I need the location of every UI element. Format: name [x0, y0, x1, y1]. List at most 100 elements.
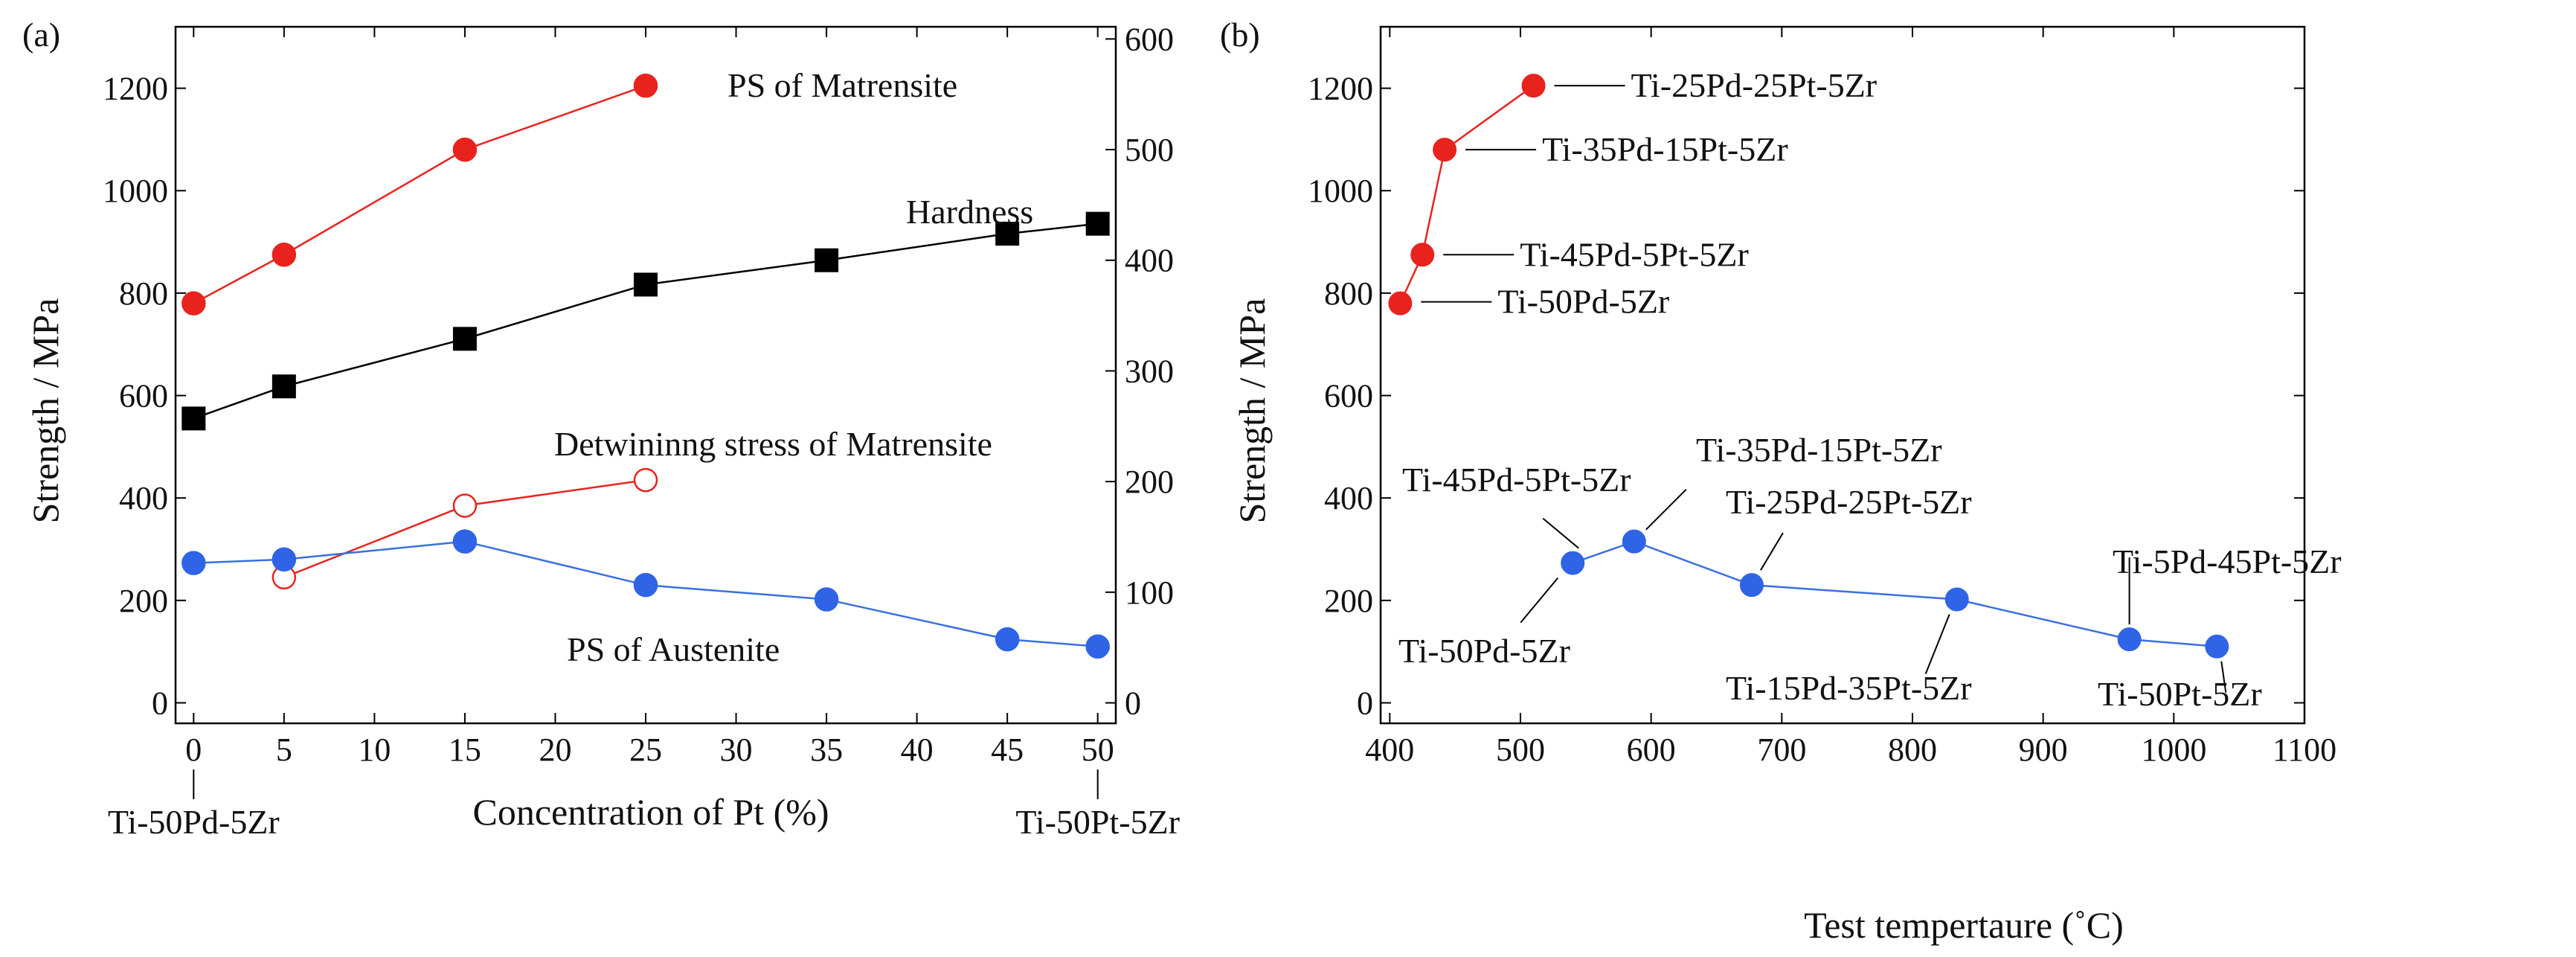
panel-a-data-point — [814, 587, 839, 612]
panel-a-x-tick-label: 40 — [901, 732, 934, 768]
panel-a-data-point — [995, 222, 1020, 246]
panel-b-y-tick-label: 600 — [1324, 378, 1373, 415]
panel-b-y-tick-label: 400 — [1324, 480, 1373, 516]
panel-b-data-point — [1521, 74, 1546, 98]
panel-a-x-tick-label: 5 — [276, 732, 292, 768]
panel-b-x-tick-label: 900 — [2019, 732, 2068, 768]
panel-b-blue-point-label: Ti-5Pd-45Pt-5Zr — [2113, 542, 2342, 580]
panel-b-red-point-label: Ti-25Pd-25Pt-5Zr — [1631, 66, 1878, 104]
panel-a-data-point — [182, 551, 206, 575]
panel-b-red-point-label: Ti-50Pd-5Zr — [1497, 283, 1669, 321]
panel-a-x-tick-label: 15 — [449, 732, 481, 768]
panel-a-data-point — [452, 137, 478, 162]
panel-a-data-point — [272, 374, 296, 399]
panel-b-y-tick-label: 1200 — [1308, 71, 1373, 107]
panel-b-x-tick-label: 500 — [1496, 732, 1545, 768]
panel-b-y-axis-title: Strength / MPa — [1231, 298, 1273, 524]
panel-b-chart: (b) Strength / MPa Test tempertaure (˚C)… — [1220, 16, 2342, 946]
panel-a-x-axis-title: Concentration of Pt (%) — [472, 791, 829, 833]
panel-a-y2-tick-label: 500 — [1125, 132, 1174, 168]
panel-b-x-tick-label: 1000 — [2141, 732, 2206, 768]
panel-a-x-tick-label: 0 — [185, 732, 202, 768]
panel-a-bottom-label: Ti-50Pd-5Zr — [108, 803, 280, 841]
panel-a-data-point — [634, 272, 658, 297]
panel-a-x-tick-label: 25 — [629, 732, 662, 768]
panel-b-blue-point-label: Ti-50Pt-5Zr — [2098, 675, 2262, 713]
panel-a-data-point — [995, 627, 1020, 652]
panel-a-y-tick-label: 600 — [119, 378, 168, 415]
panel-b-x-tick-label: 600 — [1627, 732, 1676, 768]
panel-b-data-point — [1433, 138, 1457, 162]
panel-a-x-tick-label: 50 — [1082, 732, 1114, 768]
panel-a-y2-tick-label: 100 — [1125, 574, 1174, 611]
panel-a-x-tick-label: 35 — [810, 732, 843, 768]
panel-a-y-tick-label: 1200 — [103, 71, 168, 107]
panel-a-data-point — [272, 547, 297, 572]
panel-a-data-point — [272, 243, 297, 267]
panel-a-series-line — [193, 223, 1098, 420]
panel-a-annotation-ps-austenite: PS of Austenite — [567, 630, 780, 668]
panel-a-bottom-label: Ti-50Pt-5Zr — [1015, 803, 1180, 841]
panel-a-axes-frame — [174, 25, 1117, 725]
panel-b-red-point-label: Ti-45Pd-5Pt-5Zr — [1520, 235, 1749, 273]
panel-b-blue-point-label: Ti-45Pd-5Pt-5Zr — [1402, 461, 1631, 499]
panel-a-x-tick-label: 45 — [991, 732, 1024, 768]
panel-a-data-point — [815, 248, 839, 272]
panel-b-blue-label-leader — [1645, 488, 1687, 531]
panel-a-y2-tick-label: 300 — [1125, 353, 1174, 389]
panel-b-data-point — [1622, 529, 1646, 554]
panel-a-chart: (a) Strength / MPa Concentration of Pt (… — [22, 16, 1180, 841]
panel-a-y-tick-label: 1000 — [103, 173, 168, 209]
panel-b-y-tick-label: 1000 — [1308, 173, 1373, 209]
panel-b-blue-point-label: Ti-25Pd-25Pt-5Zr — [1726, 483, 1972, 521]
panel-b-data-point — [2205, 634, 2229, 659]
panel-a-y-tick-label: 0 — [152, 685, 168, 721]
panel-a-data-point — [452, 529, 478, 554]
panel-b-x-axis-title: Test tempertaure (˚C) — [1804, 904, 2124, 946]
panel-b-label: (b) — [1220, 16, 1260, 54]
panel-a-y-tick-label: 400 — [119, 480, 168, 516]
panel-a-data-point — [182, 406, 206, 431]
panel-b-data-point — [1388, 291, 1413, 316]
panel-a-label: (a) — [22, 16, 60, 54]
panel-b-blue-label-leader — [2220, 661, 2227, 693]
panel-a-y2-tick-label: 0 — [1125, 685, 1141, 721]
panel-b-data-point — [1561, 551, 1585, 575]
panel-b-data-point — [1410, 243, 1435, 267]
panel-a-data-point — [452, 493, 478, 518]
panel-a-annotation-hardness: Hardness — [906, 193, 1033, 231]
panel-a-y-tick-label: 200 — [119, 583, 168, 619]
panel-b-x-tick-label: 1100 — [2273, 732, 2336, 768]
panel-b-series-line — [1399, 85, 1535, 304]
panel-a-y-tick-label: 800 — [119, 275, 168, 312]
panel-b-y-tick-label: 200 — [1324, 583, 1373, 619]
panel-a-x-tick-label: 10 — [358, 732, 391, 768]
panel-b-blue-label-leader — [1924, 614, 1950, 674]
panel-a-data-point — [1085, 211, 1110, 236]
panel-b-x-tick-label: 800 — [1888, 732, 1937, 768]
panel-a-y2-tick-label: 200 — [1125, 464, 1174, 500]
panel-a-y-axis-title: Strength / MPa — [25, 298, 66, 524]
panel-a-data-point — [452, 327, 477, 351]
panel-b-x-tick-label: 400 — [1365, 732, 1414, 768]
panel-b-data-point — [1739, 573, 1764, 598]
panel-a-data-point — [633, 73, 658, 98]
panel-b-blue-point-label: Ti-50Pd-5Zr — [1398, 632, 1570, 670]
panel-a-data-point — [633, 467, 658, 493]
panel-a-annotation-detwinning: Detwininng stress of Matrensite — [554, 425, 992, 463]
panel-b-blue-label-leader — [1542, 517, 1579, 549]
panel-a-x-tick-label: 30 — [720, 732, 753, 768]
panel-b-blue-point-label: Ti-35Pd-15Pt-5Zr — [1696, 431, 1942, 469]
panel-b-y-tick-label: 0 — [1357, 685, 1373, 721]
panel-b-data-point — [2117, 627, 2142, 652]
panel-b-blue-label-leader — [1520, 577, 1559, 624]
panel-a-x-tick-label: 20 — [539, 732, 571, 768]
panel-b-blue-point-label: Ti-15Pd-35Pt-5Zr — [1726, 669, 1972, 707]
panel-a-annotation-ps-martensite: PS of Matrensite — [727, 66, 957, 104]
panel-a-data-point — [633, 572, 658, 598]
panel-b-axes-frame — [1379, 25, 2306, 725]
panel-b-data-point — [1944, 587, 1969, 612]
panel-b-red-point-label: Ti-35Pd-15Pt-5Zr — [1542, 130, 1788, 168]
panel-a-series-line — [193, 84, 646, 304]
